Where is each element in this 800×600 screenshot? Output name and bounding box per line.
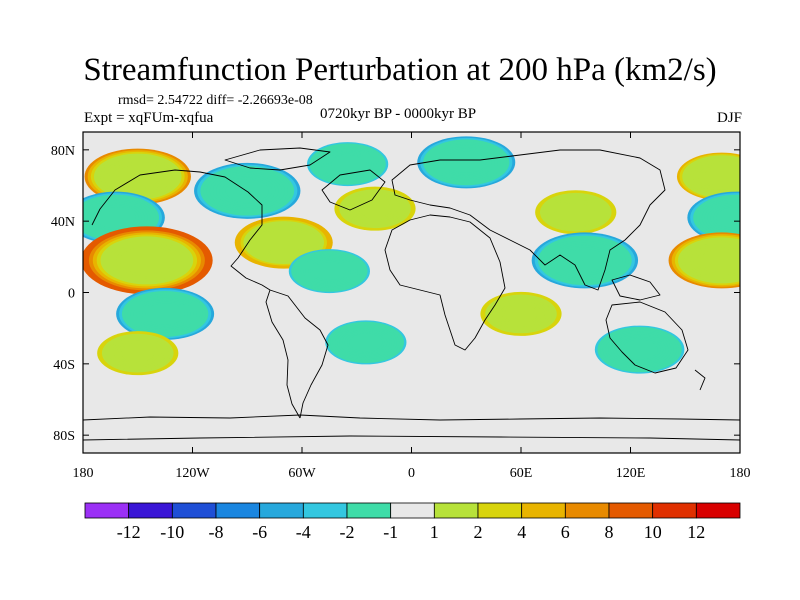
contour-band xyxy=(703,166,740,187)
anomaly-feature xyxy=(687,191,740,244)
colorbar-label: -12 xyxy=(117,522,141,542)
contour-band xyxy=(225,179,270,203)
anomaly-feature xyxy=(194,162,301,219)
anomaly-feature xyxy=(334,186,416,231)
season-label: DJF xyxy=(716,110,742,126)
x-tick-label: 60W xyxy=(288,466,316,481)
anomaly-feature xyxy=(531,232,639,289)
anomaly-feature xyxy=(97,331,179,376)
contour-band xyxy=(95,207,136,229)
colorbar-label: 6 xyxy=(561,522,570,542)
contour-band xyxy=(563,248,607,272)
colorbar-bin xyxy=(259,502,304,519)
x-tick-label: 120W xyxy=(175,466,210,481)
y-tick-label: 40S xyxy=(53,358,75,373)
x-tick-label: 180 xyxy=(730,466,751,481)
contour-band xyxy=(716,207,740,229)
colorbar-label: -4 xyxy=(296,522,311,542)
anomaly-feature xyxy=(668,232,740,289)
contour-band xyxy=(504,304,538,323)
x-tick-label: 0 xyxy=(408,466,415,481)
contour-band xyxy=(699,248,740,272)
anomaly-feature xyxy=(83,191,165,244)
colorbar-label: 4 xyxy=(517,522,526,542)
colorbar-bin xyxy=(564,502,610,519)
contour-band xyxy=(621,339,658,360)
contour-band xyxy=(559,203,593,222)
colorbar-bin xyxy=(84,502,130,519)
colorbar-bin xyxy=(390,502,435,519)
anomaly-feature xyxy=(594,325,685,374)
colorbar-label: -10 xyxy=(160,522,184,542)
colorbar-label: 10 xyxy=(644,522,662,542)
colorbar-bin xyxy=(695,502,741,519)
colorbar-label: -2 xyxy=(340,522,355,542)
x-tick-label: 60E xyxy=(510,466,533,481)
colorbar-bin xyxy=(652,502,697,519)
colorbar-label: -1 xyxy=(383,522,398,542)
period-label: 0720kyr BP - 0000kyr BP xyxy=(320,106,477,122)
colorbar-bin xyxy=(608,502,654,519)
coastlines xyxy=(83,147,740,441)
colorbar-bin xyxy=(477,502,523,519)
anomaly-feature xyxy=(116,287,215,340)
contour-band xyxy=(263,231,304,254)
anomaly-feature xyxy=(288,249,370,294)
chart-title: Streamfunction Perturbation at 200 hPa (… xyxy=(83,52,717,88)
anomaly-feature xyxy=(417,136,516,189)
anomaly-feature xyxy=(480,291,562,336)
contour-band xyxy=(312,262,346,281)
colorbar-bin xyxy=(346,502,392,519)
anomaly-feature xyxy=(325,320,407,365)
anomaly-feature xyxy=(535,190,617,235)
colorbar-bin xyxy=(215,502,261,519)
contour-band xyxy=(349,333,383,352)
y-tick-label: 80N xyxy=(51,144,75,159)
stats-line: rmsd= 2.54722 diff= -2.26693e-08 xyxy=(118,93,313,108)
colorbar-label: 12 xyxy=(687,522,705,542)
colorbar-bin xyxy=(171,502,217,519)
contour-band xyxy=(121,344,155,363)
anomaly-feature xyxy=(307,142,389,187)
contour-band xyxy=(331,155,365,174)
expt-line: Expt = xqFUm-xqfua xyxy=(84,110,214,126)
y-tick-label: 80S xyxy=(53,429,75,444)
x-tick-label: 180 xyxy=(73,466,94,481)
contour-band xyxy=(446,151,487,173)
contour-band xyxy=(145,303,186,325)
colorbar-label: 2 xyxy=(474,522,483,542)
anomaly-feature xyxy=(676,152,740,201)
contour-band xyxy=(119,246,174,275)
colorbar-label: 8 xyxy=(605,522,614,542)
colorbar-bin xyxy=(433,502,479,519)
colorbar-bin xyxy=(521,502,566,519)
x-tick-label: 120E xyxy=(616,466,646,481)
y-tick-label: 40N xyxy=(51,215,75,230)
anomaly-feature xyxy=(83,226,213,295)
colorbar-label: -6 xyxy=(252,522,267,542)
colorbar-label: -8 xyxy=(209,522,224,542)
contour-band xyxy=(358,199,392,218)
colorbar-bin xyxy=(128,502,173,519)
y-tick-label: 0 xyxy=(68,287,75,302)
colorbar-bin xyxy=(302,502,348,519)
colorbar-label: 1 xyxy=(430,522,439,542)
